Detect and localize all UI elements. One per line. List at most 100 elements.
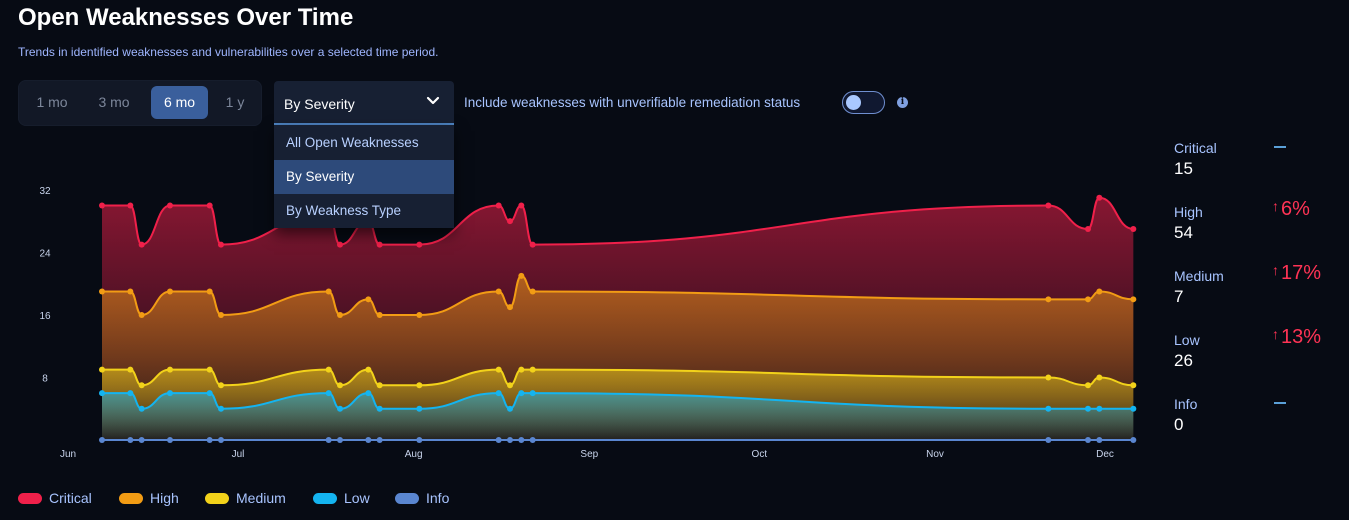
point-info bbox=[167, 437, 173, 443]
point-critical bbox=[518, 202, 525, 209]
point-low bbox=[167, 390, 173, 397]
point-high bbox=[518, 272, 525, 279]
summary-low-label: Low bbox=[1174, 332, 1200, 348]
point-medium bbox=[507, 382, 513, 389]
point-high bbox=[1096, 288, 1103, 295]
group-by-select[interactable]: By Severity bbox=[274, 81, 454, 125]
point-info bbox=[218, 437, 224, 443]
x-tick-label: Nov bbox=[926, 449, 944, 460]
x-tick-label: Aug bbox=[405, 449, 423, 460]
x-tick-label: Oct bbox=[752, 449, 768, 460]
info-icon[interactable]: i bbox=[897, 97, 908, 108]
point-low bbox=[529, 390, 536, 397]
point-medium bbox=[99, 366, 105, 373]
point-info bbox=[206, 437, 213, 443]
point-medium bbox=[206, 366, 213, 373]
line-high bbox=[102, 274, 1134, 316]
point-medium bbox=[376, 382, 383, 389]
point-critical bbox=[218, 241, 224, 248]
arrow-up-icon: ↑ bbox=[1272, 326, 1279, 342]
legend-label-info: Info bbox=[426, 490, 450, 506]
point-medium bbox=[1045, 374, 1052, 381]
point-medium bbox=[1085, 382, 1091, 389]
point-high bbox=[138, 311, 145, 318]
legend-label-low: Low bbox=[344, 490, 370, 506]
summary-medium-change: ↑ 17% bbox=[1272, 262, 1321, 285]
point-high bbox=[365, 296, 372, 303]
area-low bbox=[102, 393, 1134, 440]
point-medium bbox=[167, 366, 173, 373]
point-info bbox=[376, 437, 383, 443]
summary-high-count: 54 bbox=[1174, 223, 1193, 242]
point-critical bbox=[507, 218, 513, 225]
point-medium bbox=[1130, 382, 1137, 389]
point-low bbox=[1130, 405, 1137, 412]
point-high bbox=[1045, 296, 1052, 303]
range-1-month-button[interactable]: 1 mo bbox=[36, 94, 68, 110]
point-critical bbox=[337, 241, 343, 248]
summary-medium-count: 7 bbox=[1174, 287, 1184, 306]
summary-high-label: High bbox=[1174, 204, 1203, 220]
point-low bbox=[138, 405, 145, 412]
point-low bbox=[1045, 405, 1052, 412]
point-info bbox=[529, 437, 536, 443]
point-low bbox=[495, 390, 502, 397]
point-critical bbox=[206, 202, 213, 209]
summary-info: Info 0 bbox=[1174, 396, 1349, 446]
point-low bbox=[518, 390, 525, 397]
point-low bbox=[337, 405, 343, 412]
legend-swatch-low bbox=[313, 493, 337, 504]
point-low bbox=[206, 390, 213, 397]
option-all-open-weaknesses[interactable]: All Open Weaknesses bbox=[286, 135, 419, 150]
point-info bbox=[365, 437, 372, 443]
point-medium bbox=[325, 366, 332, 373]
arrow-up-icon: ↑ bbox=[1272, 198, 1279, 214]
point-high bbox=[1085, 296, 1091, 303]
time-range-selector: 1 mo 3 mo 6 mo 1 y bbox=[18, 80, 262, 126]
range-3-months-button[interactable]: 3 mo bbox=[98, 94, 130, 110]
line-low bbox=[102, 392, 1134, 410]
severity-trend-chart: 8 16 24 32 Jun Jul Aug Sep Oct Nov Dec bbox=[39, 186, 1137, 460]
point-critical bbox=[1130, 225, 1137, 232]
legend-swatch-high bbox=[119, 493, 143, 504]
summary-info-count: 0 bbox=[1174, 415, 1184, 434]
point-critical bbox=[529, 241, 536, 248]
point-low bbox=[1096, 405, 1103, 412]
point-info bbox=[1096, 437, 1103, 443]
range-1-year-button[interactable]: 1 y bbox=[225, 94, 245, 110]
summary-medium-label: Medium bbox=[1174, 268, 1224, 284]
point-critical bbox=[1045, 202, 1052, 209]
point-critical bbox=[1096, 194, 1103, 201]
line-critical bbox=[102, 196, 1134, 246]
no-change-dash bbox=[1274, 146, 1286, 148]
point-info bbox=[127, 437, 134, 443]
point-high bbox=[127, 288, 134, 295]
point-critical bbox=[167, 202, 173, 209]
chevron-down-icon bbox=[426, 96, 440, 105]
point-high bbox=[376, 311, 383, 318]
point-info bbox=[1045, 437, 1052, 443]
summary-high: High 54 ↑ 6% bbox=[1174, 198, 1349, 254]
point-info bbox=[416, 437, 423, 443]
point-info bbox=[507, 437, 513, 443]
unverifiable-status-toggle[interactable] bbox=[842, 91, 885, 114]
point-high bbox=[218, 311, 224, 318]
summary-low-count: 26 bbox=[1174, 351, 1193, 370]
point-medium bbox=[138, 382, 145, 389]
toggle-knob bbox=[846, 95, 861, 110]
summary-medium-change-value: 17% bbox=[1281, 262, 1322, 284]
option-by-severity[interactable]: By Severity bbox=[274, 160, 454, 194]
point-medium bbox=[1096, 374, 1103, 381]
point-info bbox=[325, 437, 332, 443]
range-6-months-button[interactable]: 6 mo bbox=[151, 86, 208, 119]
summary-low-change: ↑ 13% bbox=[1272, 326, 1321, 349]
summary-critical-count: 15 bbox=[1174, 159, 1193, 178]
point-info bbox=[1130, 437, 1137, 443]
option-by-weakness-type[interactable]: By Weakness Type bbox=[286, 203, 402, 218]
y-tick-label: 16 bbox=[39, 311, 51, 322]
point-high bbox=[337, 311, 343, 318]
legend-swatch-critical bbox=[18, 493, 42, 504]
point-medium bbox=[495, 366, 502, 373]
point-high bbox=[416, 311, 423, 318]
page-subtitle: Trends in identified weaknesses and vuln… bbox=[18, 45, 439, 59]
